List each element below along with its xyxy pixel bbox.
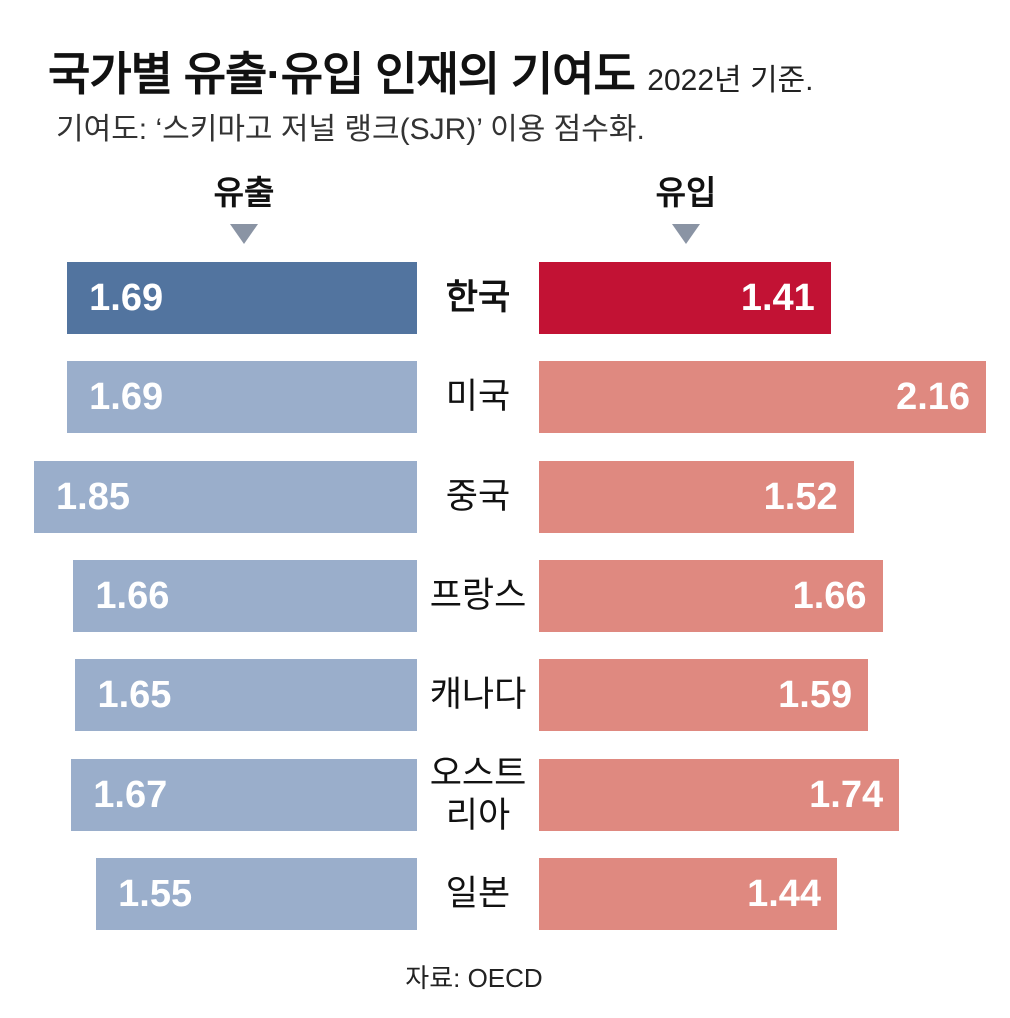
outflow-bar [96, 857, 417, 930]
inflow-bar [539, 758, 900, 831]
outflow-value-label: 1.67 [93, 773, 168, 816]
outflow-bar [75, 659, 417, 732]
chart-title-note: 2022년 기준. [647, 64, 814, 97]
inflow-bar [539, 460, 854, 533]
inflow-value-label: 1.44 [747, 872, 822, 915]
inflow-bar [539, 857, 838, 930]
outflow-value-label: 1.55 [118, 872, 193, 915]
outflow-bar [67, 361, 417, 434]
inflow-value-label: 1.66 [792, 574, 867, 617]
chart-title: 국가별 유출·유입 인재의 기여도 [48, 48, 636, 100]
outflow-value-label: 1.65 [97, 674, 172, 717]
inflow-value-label: 1.74 [809, 773, 884, 816]
inflow-bar [539, 361, 987, 434]
inflow-value-label: 1.41 [740, 277, 815, 319]
category-label: 일본 [445, 873, 511, 913]
inflow-bar [539, 559, 883, 632]
inflow-column-label: 유입 [655, 174, 717, 211]
outflow-bar [34, 460, 417, 533]
outflow-value-label: 1.69 [89, 376, 164, 419]
category-label: 중국 [445, 476, 511, 516]
inflow-value-label: 1.52 [763, 475, 838, 518]
outflow-value-label: 1.85 [56, 475, 131, 518]
outflow-column-label: 유출 [213, 174, 275, 211]
category-label: 미국 [445, 377, 511, 417]
outflow-bar [73, 559, 417, 632]
chart-subtitle: 기여도: ‘스키마고 저널 랭크(SJR)’ 이용 점수화. [56, 113, 645, 146]
title-line: 국가별 유출·유입 인재의 기여도 2022년 기준. [48, 38, 814, 104]
outflow-value-label: 1.69 [89, 277, 164, 319]
category-label: 한국 [445, 278, 511, 317]
outflow-bar [67, 262, 417, 334]
outflow-value-label: 1.66 [95, 574, 170, 617]
category-label: 캐나다 [429, 675, 527, 715]
category-label: 오스트 리아 [429, 753, 527, 835]
inflow-bar [539, 262, 831, 334]
inflow-bar [539, 659, 869, 732]
inflow-value-label: 2.16 [896, 376, 971, 419]
inflow-arrow-icon [672, 224, 700, 244]
outflow-bar [71, 758, 417, 831]
source-note: 자료: OECD [405, 963, 543, 993]
outflow-arrow-icon [230, 224, 258, 244]
category-label: 프랑스 [429, 575, 527, 615]
inflow-value-label: 1.59 [778, 674, 853, 717]
